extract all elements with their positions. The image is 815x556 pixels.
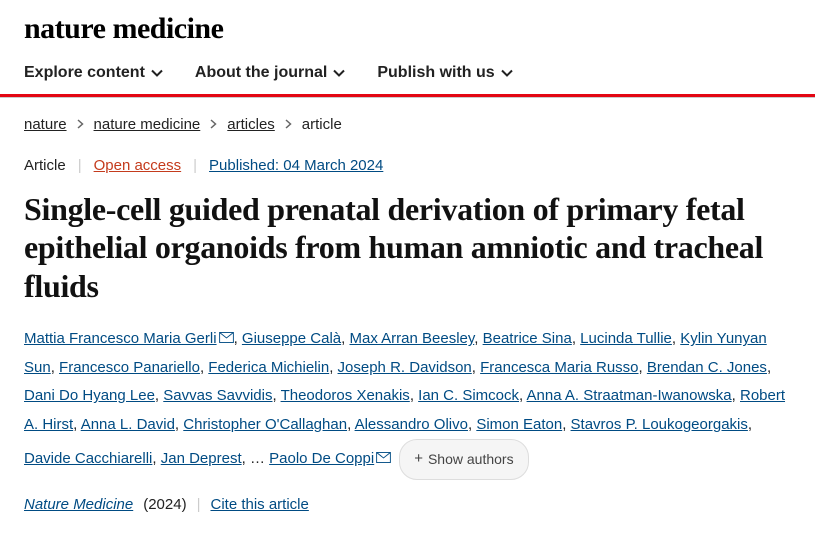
author-list: Mattia Francesco Maria Gerli, Giuseppe C…: [24, 325, 791, 480]
journal-citation-row: Nature Medicine (2024) | Cite this artic…: [24, 496, 791, 513]
breadcrumb-nature[interactable]: nature: [24, 116, 67, 133]
open-access-link[interactable]: Open access: [94, 157, 182, 174]
author-link[interactable]: Brendan C. Jones: [647, 359, 767, 376]
author-link[interactable]: Francesco Panariello: [59, 359, 200, 376]
author-link[interactable]: Theodoros Xenakis: [281, 387, 410, 404]
meta-divider: |: [193, 157, 197, 174]
author-link[interactable]: Federica Michielin: [208, 359, 329, 376]
author-link[interactable]: Anna A. Straatman-Iwanowska: [527, 387, 732, 404]
nav-label: Publish with us: [377, 64, 494, 82]
article-type-label: Article: [24, 157, 66, 174]
chevron-right-icon: [77, 116, 84, 133]
author-link[interactable]: Stavros P. Loukogeorgakis: [571, 416, 748, 433]
article-title: Single-cell guided prenatal derivation o…: [24, 190, 764, 305]
nav-publish-with-us[interactable]: Publish with us: [377, 64, 512, 82]
cite-article-link[interactable]: Cite this article: [210, 496, 308, 513]
author-link[interactable]: Jan Deprest: [161, 450, 242, 467]
chevron-down-icon: [333, 64, 345, 82]
meta-divider: |: [197, 496, 201, 513]
nav-label: Explore content: [24, 64, 145, 82]
breadcrumb-nature-medicine[interactable]: nature medicine: [94, 116, 201, 133]
author-link[interactable]: Christopher O'Callaghan: [183, 416, 347, 433]
journal-year: (2024): [143, 496, 186, 513]
nav-about-journal[interactable]: About the journal: [195, 64, 345, 82]
chevron-right-icon: [285, 116, 292, 133]
author-link[interactable]: Dani Do Hyang Lee: [24, 387, 155, 404]
author-link[interactable]: Mattia Francesco Maria Gerli: [24, 330, 217, 347]
mail-icon: [219, 325, 234, 354]
journal-name[interactable]: Nature Medicine: [24, 496, 133, 513]
author-link[interactable]: Joseph R. Davidson: [338, 359, 472, 376]
author-link[interactable]: Giuseppe Calà: [242, 330, 341, 347]
author-link[interactable]: Davide Cacchiarelli: [24, 450, 152, 467]
author-link[interactable]: Savvas Savvidis: [163, 387, 272, 404]
mail-icon: [376, 445, 391, 474]
author-link[interactable]: Simon Eaton: [476, 416, 562, 433]
author-link[interactable]: Lucinda Tullie: [580, 330, 672, 347]
nav-label: About the journal: [195, 64, 327, 82]
publication-date[interactable]: Published: 04 March 2024: [209, 157, 383, 174]
plus-icon: +: [414, 445, 423, 474]
breadcrumb-current: article: [302, 116, 342, 133]
breadcrumb-articles[interactable]: articles: [227, 116, 275, 133]
chevron-right-icon: [210, 116, 217, 133]
author-link[interactable]: Paolo De Coppi: [269, 450, 374, 467]
author-link[interactable]: Alessandro Olivo: [355, 416, 468, 433]
chevron-down-icon: [501, 64, 513, 82]
nav-explore-content[interactable]: Explore content: [24, 64, 163, 82]
author-link[interactable]: Ian C. Simcock: [418, 387, 519, 404]
show-authors-button[interactable]: +Show authors: [399, 439, 528, 480]
main-nav: Explore content About the journal Publis…: [0, 56, 815, 94]
article-meta: Article | Open access | Published: 04 Ma…: [24, 157, 791, 174]
author-link[interactable]: Beatrice Sina: [483, 330, 572, 347]
author-link[interactable]: Anna L. David: [81, 416, 175, 433]
chevron-down-icon: [151, 64, 163, 82]
show-authors-label: Show authors: [428, 446, 514, 473]
breadcrumb: nature nature medicine articles article: [24, 116, 791, 133]
meta-divider: |: [78, 157, 82, 174]
journal-logo[interactable]: nature medicine: [24, 12, 791, 46]
author-link[interactable]: Max Arran Beesley: [349, 330, 474, 347]
author-link[interactable]: Francesca Maria Russo: [480, 359, 638, 376]
